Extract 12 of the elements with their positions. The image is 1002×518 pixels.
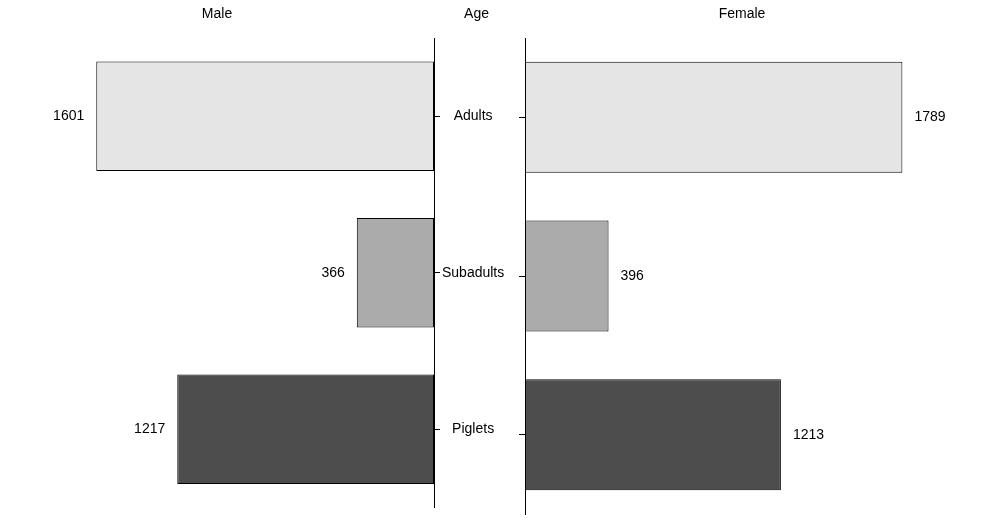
data-label: 396: [620, 266, 645, 283]
data-label: 366: [321, 263, 345, 280]
chart-title: Male: [201, 4, 233, 21]
data-label: 1601: [53, 107, 85, 124]
y-tick-label: Subadults: [441, 263, 505, 280]
y-tick-label: Piglets: [452, 420, 495, 437]
y-tick-label: Adults: [453, 107, 493, 124]
data-label: 1217: [134, 420, 166, 437]
chart-title: Female: [718, 4, 766, 21]
data-label: 1789: [914, 108, 946, 125]
y-axis-title: Age: [464, 4, 490, 21]
data-label: 1213: [792, 425, 825, 442]
